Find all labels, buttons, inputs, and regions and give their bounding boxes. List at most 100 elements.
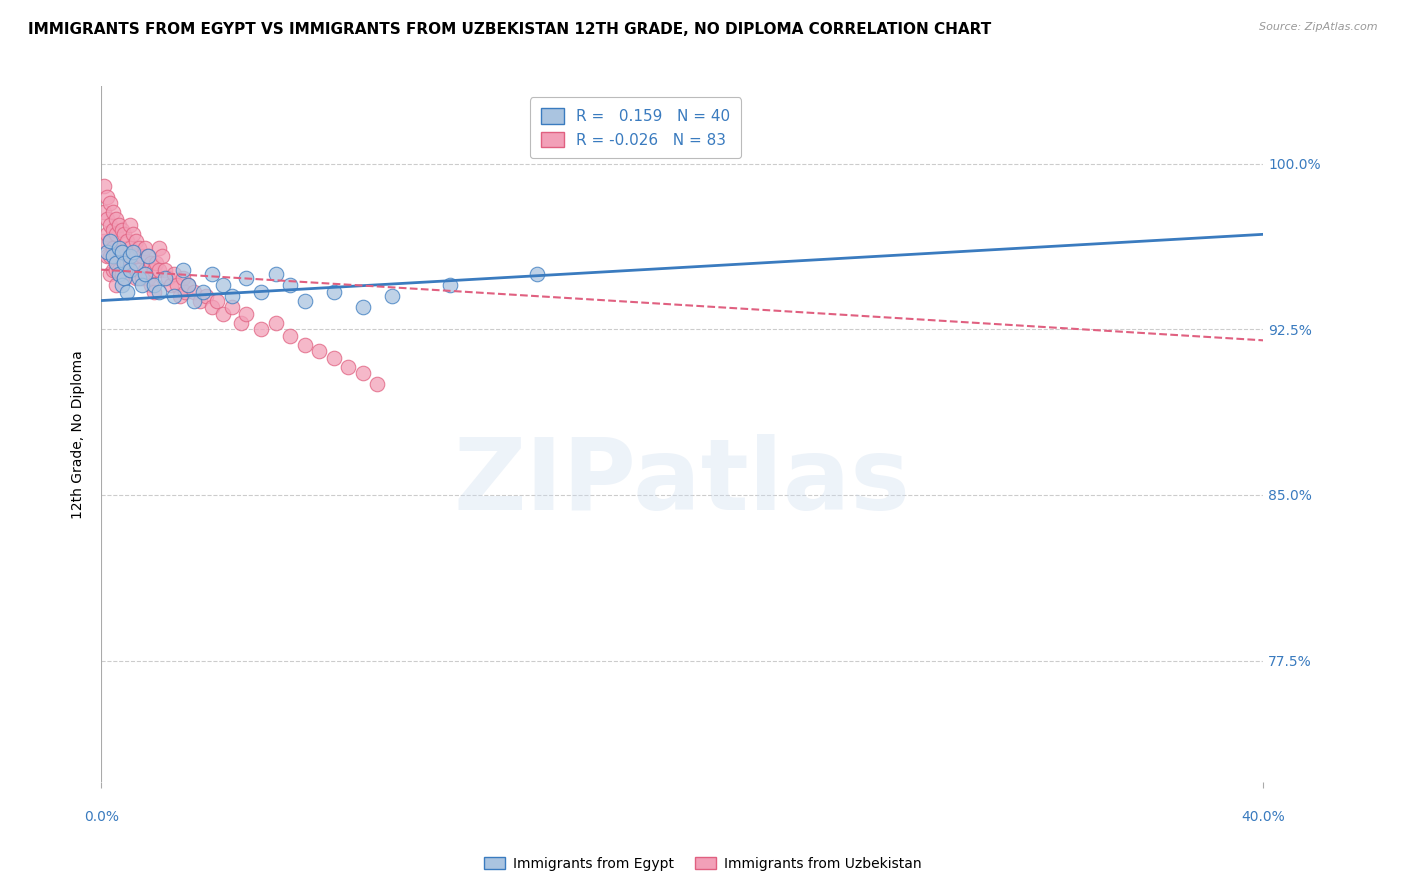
Point	[145, 256, 167, 270]
Point	[169, 289, 191, 303]
Point	[93, 234, 115, 248]
Point	[148, 241, 170, 255]
Point	[110, 278, 132, 293]
Point	[294, 337, 316, 351]
Point	[212, 307, 235, 321]
Point	[131, 278, 153, 293]
Point	[104, 211, 127, 226]
Point	[110, 245, 132, 260]
Point	[322, 285, 344, 299]
Point	[381, 289, 404, 303]
Point	[308, 344, 330, 359]
Point	[207, 293, 229, 308]
Point	[134, 267, 156, 281]
Point	[120, 262, 142, 277]
Point	[120, 241, 142, 255]
Point	[166, 278, 188, 293]
Point	[264, 316, 287, 330]
Point	[139, 278, 162, 293]
Point	[183, 285, 205, 299]
Point	[125, 249, 148, 263]
Point	[98, 249, 121, 263]
Point	[107, 241, 129, 255]
Point	[160, 278, 183, 293]
Point	[114, 271, 136, 285]
Point	[163, 267, 186, 281]
Point	[183, 293, 205, 308]
Point	[229, 316, 252, 330]
Point	[125, 234, 148, 248]
Point	[153, 271, 176, 285]
Point	[235, 271, 257, 285]
Point	[337, 359, 360, 374]
Point	[278, 278, 301, 293]
Point	[110, 245, 132, 260]
Text: Source: ZipAtlas.com: Source: ZipAtlas.com	[1260, 22, 1378, 32]
Point	[200, 300, 222, 314]
Point	[125, 256, 148, 270]
Point	[122, 245, 145, 260]
Point	[134, 262, 156, 277]
Point	[96, 227, 118, 242]
Text: 40.0%: 40.0%	[1241, 810, 1285, 824]
Point	[148, 262, 170, 277]
Point	[352, 300, 374, 314]
Point	[93, 205, 115, 219]
Point	[157, 271, 180, 285]
Point	[128, 241, 150, 255]
Point	[235, 307, 257, 321]
Point	[163, 289, 186, 303]
Y-axis label: 12th Grade, No Diploma: 12th Grade, No Diploma	[72, 350, 86, 518]
Legend: R =   0.159   N = 40, R = -0.026   N = 83: R = 0.159 N = 40, R = -0.026 N = 83	[530, 97, 741, 159]
Text: ZIPatlas: ZIPatlas	[454, 434, 911, 532]
Point	[98, 219, 121, 233]
Point	[131, 249, 153, 263]
Point	[107, 267, 129, 281]
Point	[110, 267, 132, 281]
Point	[136, 249, 159, 263]
Point	[142, 278, 165, 293]
Point	[104, 245, 127, 260]
Point	[104, 227, 127, 242]
Point	[93, 178, 115, 193]
Point	[107, 262, 129, 277]
Point	[98, 234, 121, 248]
Point	[134, 241, 156, 255]
Point	[188, 293, 211, 308]
Point	[131, 271, 153, 285]
Point	[98, 267, 121, 281]
Point	[128, 262, 150, 277]
Point	[439, 278, 461, 293]
Point	[128, 271, 150, 285]
Point	[122, 249, 145, 263]
Point	[250, 285, 273, 299]
Text: IMMIGRANTS FROM EGYPT VS IMMIGRANTS FROM UZBEKISTAN 12TH GRADE, NO DIPLOMA CORRE: IMMIGRANTS FROM EGYPT VS IMMIGRANTS FROM…	[28, 22, 991, 37]
Point	[526, 267, 548, 281]
Point	[120, 219, 142, 233]
Point	[122, 227, 145, 242]
Point	[264, 267, 287, 281]
Point	[148, 285, 170, 299]
Point	[177, 278, 200, 293]
Point	[104, 262, 127, 277]
Point	[150, 249, 173, 263]
Point	[117, 285, 139, 299]
Point	[96, 211, 118, 226]
Point	[114, 256, 136, 270]
Point	[278, 329, 301, 343]
Point	[110, 223, 132, 237]
Point	[101, 205, 124, 219]
Point	[172, 271, 194, 285]
Point	[125, 271, 148, 285]
Point	[114, 271, 136, 285]
Point	[96, 190, 118, 204]
Point	[142, 285, 165, 299]
Legend: Immigrants from Egypt, Immigrants from Uzbekistan: Immigrants from Egypt, Immigrants from U…	[478, 851, 928, 876]
Point	[322, 351, 344, 365]
Point	[107, 241, 129, 255]
Point	[136, 271, 159, 285]
Point	[174, 285, 197, 299]
Point	[104, 278, 127, 293]
Point	[136, 249, 159, 263]
Point	[194, 289, 217, 303]
